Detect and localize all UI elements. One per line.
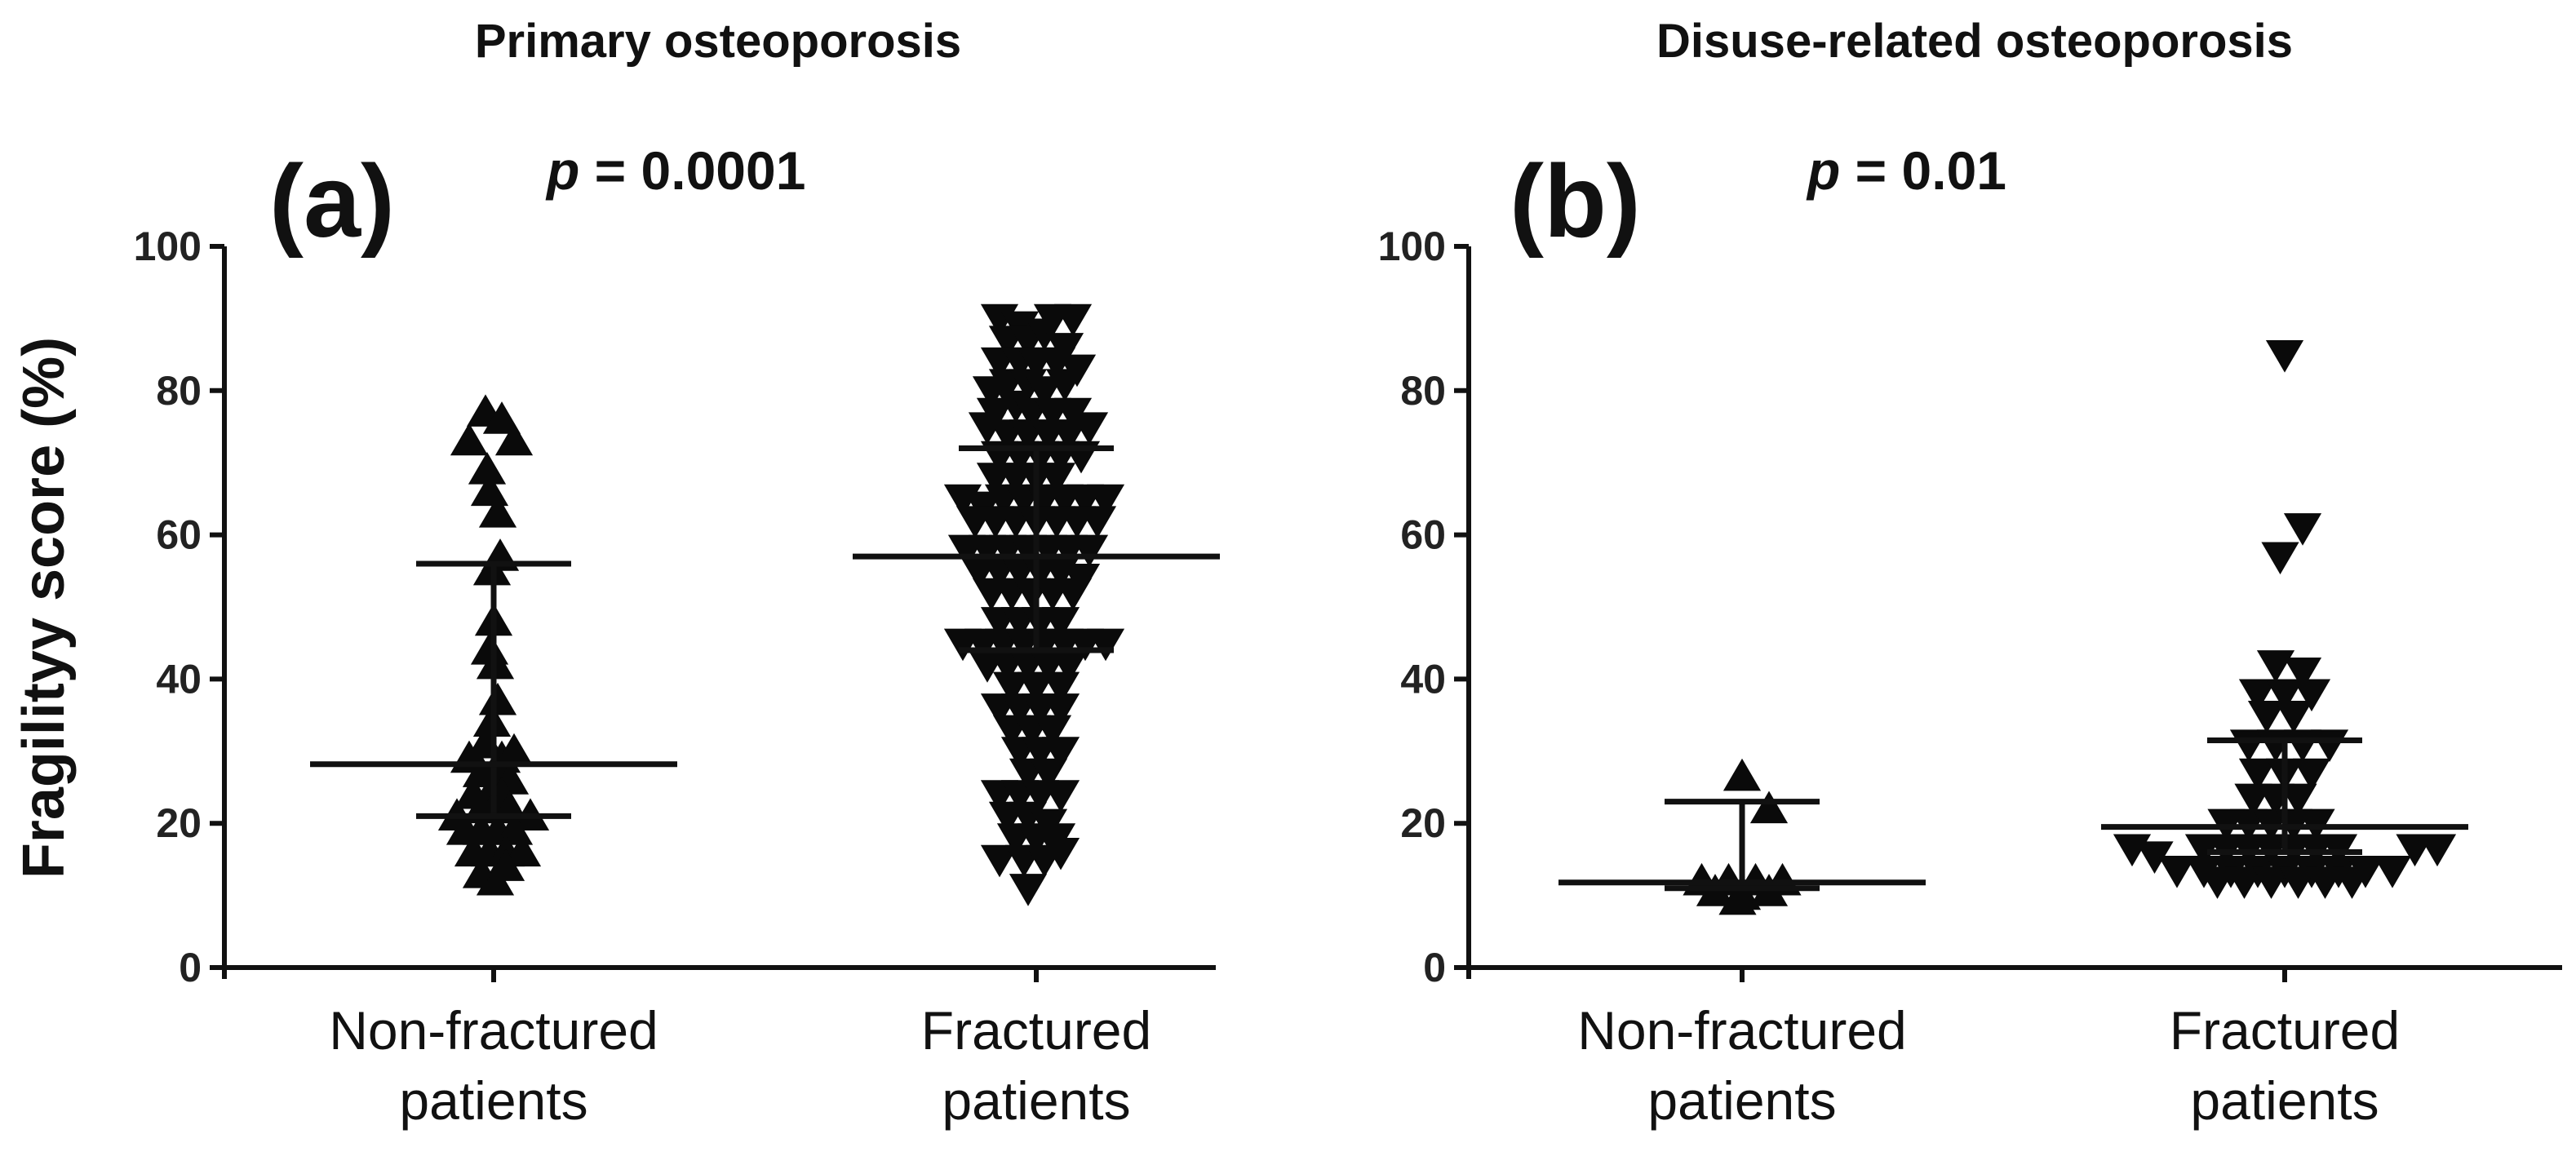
panel-b-data-point [2265, 679, 2304, 712]
panel-a-plot: 0 20 40 60 80 100 [134, 224, 1220, 990]
panel-b-data-point [2306, 866, 2344, 899]
panel-b-cat2-line1: Fractured [2170, 1000, 2400, 1061]
panel-a-cat2-line1: Fractured [921, 1000, 1151, 1061]
panel-a-data-point [1025, 318, 1064, 352]
panel-b-cat1-line1: Non-fractured [1577, 1000, 1907, 1061]
panel-a-y-tick-label: 80 [156, 368, 202, 414]
panel-b-data-point [2283, 513, 2322, 546]
panel-b-data-point [2333, 866, 2371, 899]
panel-a-y-tick-label: 0 [179, 945, 202, 990]
panel-a-data-point [1017, 671, 1056, 705]
panel-a-data-point [1078, 506, 1117, 538]
panel-a-data-point [980, 844, 1019, 878]
panel-b-data-point [2238, 679, 2277, 712]
panel-b-data-point [2256, 650, 2295, 683]
panel-a-data-point [992, 671, 1031, 705]
panel-a-data-point [1053, 578, 1093, 611]
panel-a-p-value: p = 0.0001 [545, 140, 805, 201]
panel-a-data-point [1009, 874, 1048, 906]
panel-a-data-point [1070, 412, 1109, 445]
panel-b-data-point [2292, 758, 2331, 791]
panel-a-data-point [1025, 376, 1064, 409]
panel-a-data-point [450, 423, 489, 456]
panel-b-data-point [1723, 758, 1762, 791]
panel-a-data-point [1033, 715, 1072, 748]
panel-a-cat1-line1: Non-fractured [329, 1000, 658, 1061]
panel-b-y-tick-label: 40 [1400, 656, 1446, 702]
panel-a-data-point [478, 682, 517, 715]
panel-b-data-point [2261, 542, 2299, 575]
panel-a-data-point [1086, 628, 1125, 662]
panel-a-data-point [482, 401, 521, 434]
panel-b-data-point [2265, 340, 2304, 373]
panel-a-title: Primary osteoporosis [475, 15, 961, 68]
panel-b-data-point [2279, 866, 2317, 899]
panel-a-data-point [1045, 369, 1084, 401]
panel-a-data-point [1049, 650, 1088, 683]
panel-a-data-point [1029, 758, 1068, 791]
panel-b-y-tick-label: 60 [1400, 512, 1446, 558]
panel-a-data-point [1041, 671, 1080, 705]
panel-b-data-point [1718, 882, 1757, 915]
panel-b-data-point [2279, 783, 2317, 817]
panel-a: Primary osteoporosis (a) p = 0.0001 0 20 4… [134, 15, 1220, 1131]
panel-b-cat1-line2: patients [1647, 1070, 1836, 1131]
panel-a-y-tick-label: 60 [156, 512, 202, 558]
panel-b-data-point [2238, 758, 2277, 791]
panel-a-p-text: = 0.0001 [579, 140, 805, 201]
panel-b-label: (b) [1510, 144, 1641, 259]
panel-b-data-point [2198, 866, 2237, 899]
panel-b-y-tick-label: 80 [1400, 368, 1446, 414]
panel-a-label: (a) [269, 144, 395, 259]
panel-a-data-point [1086, 484, 1125, 517]
panel-a-y-tick-label: 40 [156, 656, 202, 702]
panel-a-data-point [1049, 419, 1088, 452]
panel-a-data-point [1041, 837, 1080, 870]
panel-a-data-point [494, 733, 534, 766]
panel-a-data-point [494, 423, 534, 456]
panel-b-data-point [2373, 856, 2412, 888]
panel-b-y-tick-label: 20 [1400, 800, 1446, 846]
panel-a-y-tick-label: 100 [134, 224, 202, 269]
y-axis-label: Fragilityy score (%) [11, 337, 77, 879]
panel-b-data-point [2252, 866, 2290, 899]
panel-b-data-point [2225, 866, 2263, 899]
panel-b-plot: 0 20 40 60 80 100 [1378, 224, 2562, 990]
panel-a-p-symbol: p [545, 140, 579, 201]
panel-a-data-point [468, 452, 507, 485]
panel-b-cat2-line2: patients [2190, 1070, 2379, 1131]
panel-a-data-point [1041, 737, 1080, 769]
panel-a-cat1-line2: patients [399, 1070, 587, 1131]
panel-a-data-point [478, 495, 517, 528]
panel-b-data-point [2157, 856, 2197, 888]
panel-a-data-point [486, 848, 525, 881]
panel-b-data-point [2283, 657, 2322, 690]
panel-b-p-value: p = 0.01 [1806, 140, 2006, 201]
panel-a-data-point [1041, 780, 1080, 813]
panel-b-data-point [2247, 701, 2286, 733]
panel-b-data-point [2292, 679, 2331, 712]
panel-b-data-point [2274, 701, 2313, 733]
panel-b: Disuse-related osteoporosis (b) p = 0.01… [1378, 15, 2562, 1131]
panel-a-data-point [1041, 607, 1080, 640]
panel-b-p-symbol: p [1806, 140, 1840, 201]
panel-a-data-point [1070, 534, 1109, 568]
panel-b-data-point [2135, 841, 2174, 874]
panel-b-y-tick-label: 100 [1378, 224, 1446, 269]
panel-b-data-point [1749, 791, 1789, 824]
panel-b-y-tick-label: 0 [1423, 945, 1446, 990]
panel-b-p-text: = 0.01 [1840, 140, 2006, 201]
panel-a-cat2-line2: patients [942, 1070, 1130, 1131]
panel-b-data-point [2310, 729, 2349, 762]
panel-b-data-point [2418, 834, 2457, 867]
panel-a-data-point [503, 834, 542, 867]
panel-a-y-tick-label: 20 [156, 800, 202, 846]
panel-a-data-point [1037, 463, 1076, 495]
panel-a-data-point [1053, 303, 1093, 337]
panel-b-title: Disuse-related osteoporosis [1656, 15, 2293, 68]
panel-a-data-point [1041, 693, 1080, 726]
